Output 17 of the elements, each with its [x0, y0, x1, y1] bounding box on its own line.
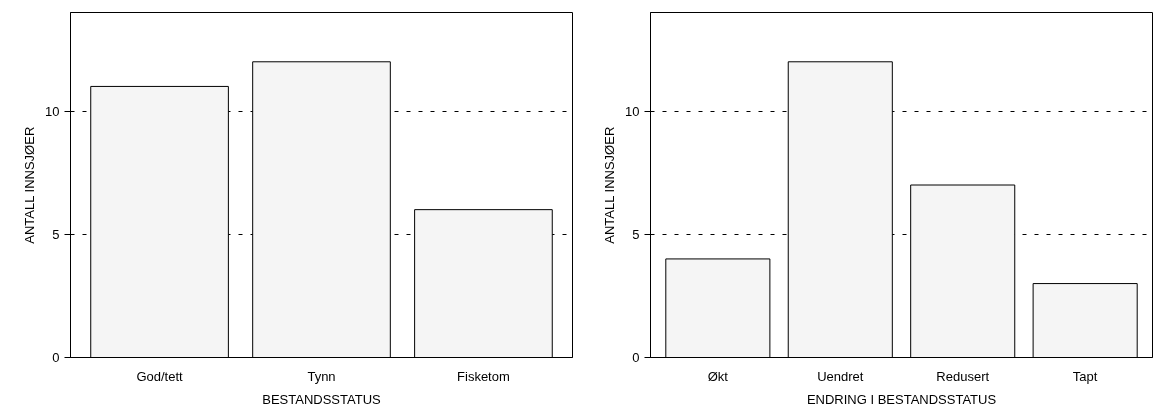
- x-axis-title: BESTANDSSTATUS: [262, 391, 382, 407]
- y-axis-title: ANTALL INNSJØER: [22, 126, 38, 244]
- x-tick-label: God/tett: [136, 368, 184, 384]
- y-axis-title: ANTALL INNSJØER: [602, 126, 618, 244]
- x-tick-label: Økt: [707, 368, 729, 384]
- y-tick-label: 0: [52, 350, 60, 365]
- y-tick-label: 0: [632, 350, 640, 365]
- y-tick-label: 5: [632, 226, 640, 242]
- x-tick-label: Uendret: [817, 368, 864, 384]
- y-tick-label: 10: [625, 103, 640, 119]
- y-tick-label: 10: [45, 103, 60, 119]
- y-tick-label: 5: [52, 226, 60, 242]
- x-tick-label: Tynn: [307, 368, 336, 384]
- x-tick-label: Fisketom: [457, 368, 510, 384]
- x-tick-label: Tapt: [1072, 368, 1098, 384]
- x-axis-title: ENDRING I BESTANDSSTATUS: [806, 391, 997, 407]
- x-tick-label: Redusert: [936, 368, 990, 384]
